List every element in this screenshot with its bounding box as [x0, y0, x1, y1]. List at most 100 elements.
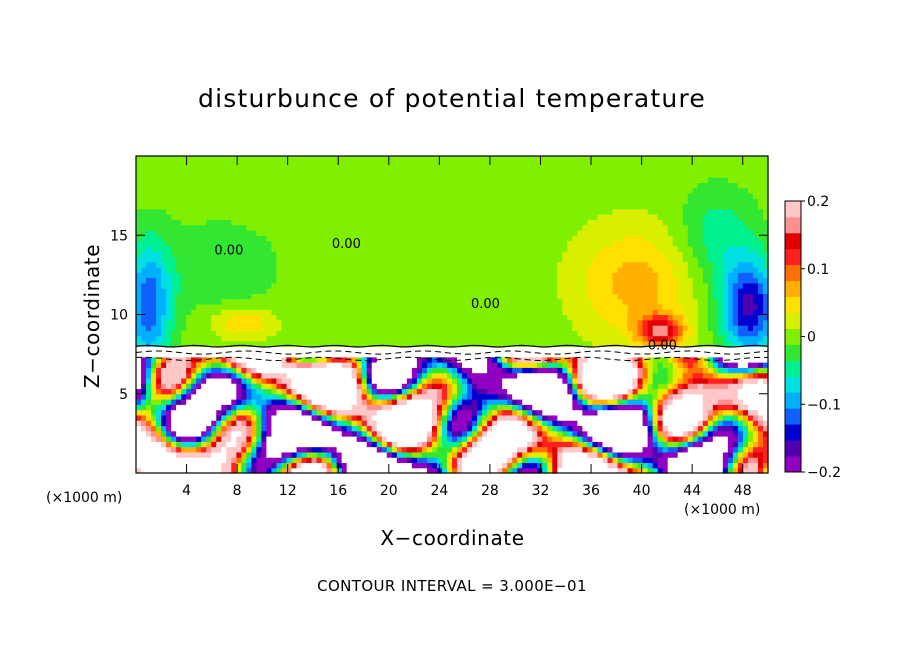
heatmap-cell: [421, 198, 428, 205]
heatmap-cell: [492, 266, 498, 273]
heatmap-cell: [236, 229, 242, 236]
heatmap-cell: [196, 367, 202, 374]
heatmap-cell: [431, 288, 438, 294]
heatmap-cell: [251, 240, 257, 247]
heatmap-cell: [507, 214, 513, 220]
heatmap-cell: [141, 303, 147, 310]
heatmap-cell: [391, 325, 398, 331]
heatmap-cell: [321, 430, 328, 437]
heatmap-cell: [281, 272, 288, 279]
heatmap-cell: [261, 467, 268, 474]
heatmap-cell: [421, 436, 428, 442]
heatmap-cell: [276, 272, 283, 279]
heatmap-cell: [176, 187, 182, 194]
heatmap-cell: [231, 171, 237, 178]
heatmap-cell: [271, 177, 278, 184]
heatmap-cell: [406, 462, 413, 469]
heatmap-cell: [396, 229, 403, 236]
heatmap-cell: [326, 457, 333, 464]
heatmap-cell: [161, 293, 167, 300]
heatmap-cell: [146, 219, 152, 226]
heatmap-cell: [186, 351, 192, 358]
heatmap-cell: [156, 425, 162, 432]
heatmap-cell: [512, 340, 518, 347]
heatmap-cell: [482, 409, 488, 416]
heatmap-cell: [226, 208, 232, 215]
heatmap-cell: [336, 430, 343, 437]
heatmap-cell: [176, 266, 182, 273]
heatmap-cell: [241, 288, 247, 294]
heatmap-cell: [351, 356, 358, 363]
heatmap-cell: [151, 182, 157, 189]
heatmap-cell: [497, 436, 503, 442]
heatmap-cell: [381, 177, 388, 184]
heatmap-cell: [316, 251, 323, 257]
heatmap-cell: [186, 425, 192, 432]
heatmap-cell: [291, 256, 298, 263]
heatmap-cell: [256, 425, 262, 432]
heatmap-cell: [326, 388, 333, 395]
heatmap-cell: [296, 451, 303, 458]
heatmap-cell: [321, 251, 328, 257]
heatmap-cell: [206, 282, 212, 289]
heatmap-cell: [386, 404, 393, 411]
heatmap-cell: [266, 166, 273, 173]
heatmap-cell: [266, 335, 273, 342]
heatmap-cell: [141, 266, 147, 273]
heatmap-cell: [341, 298, 348, 305]
heatmap-cell: [226, 388, 232, 395]
heatmap-cell: [457, 372, 463, 379]
heatmap-cell: [502, 430, 508, 437]
heatmap-cell: [517, 430, 523, 437]
heatmap-cell: [291, 314, 298, 321]
heatmap-cell: [542, 457, 548, 464]
heatmap-cell: [181, 229, 187, 236]
heatmap-cell: [191, 330, 197, 337]
heatmap-cell: [467, 266, 473, 273]
heatmap-cell: [376, 446, 383, 453]
heatmap-cell: [246, 208, 252, 215]
heatmap-cell: [281, 266, 288, 273]
heatmap-cell: [321, 441, 328, 448]
heatmap-cell: [211, 388, 217, 395]
heatmap-cell: [191, 156, 197, 162]
heatmap-cell: [477, 219, 483, 226]
heatmap-cell: [351, 325, 358, 331]
heatmap-cell: [386, 414, 393, 421]
heatmap-cell: [436, 224, 443, 231]
heatmap-cell: [171, 235, 177, 242]
heatmap-cell: [266, 356, 273, 363]
heatmap-cell: [381, 451, 388, 458]
heatmap-cell: [396, 335, 403, 342]
heatmap-cell: [446, 298, 453, 305]
heatmap-cell: [436, 282, 443, 289]
heatmap-cell: [226, 229, 232, 236]
heatmap-cell: [146, 346, 152, 353]
heatmap-cell: [472, 182, 478, 189]
heatmap-cell: [186, 309, 192, 316]
heatmap-cell: [547, 177, 553, 184]
heatmap-cell: [472, 446, 478, 453]
heatmap-cell: [296, 325, 303, 331]
heatmap-cell: [522, 309, 528, 316]
heatmap-cell: [462, 457, 468, 464]
heatmap-cell: [166, 224, 172, 231]
heatmap-cell: [426, 309, 433, 316]
heatmap-cell: [191, 293, 197, 300]
heatmap-cell: [231, 457, 237, 464]
heatmap-cell: [261, 198, 268, 205]
heatmap-cell: [281, 156, 288, 162]
heatmap-cell: [452, 203, 458, 210]
heatmap-cell: [452, 266, 458, 273]
heatmap-cell: [517, 298, 523, 305]
heatmap-cell: [266, 314, 273, 321]
heatmap-cell: [271, 192, 278, 199]
heatmap-cell: [406, 409, 413, 416]
heatmap-cell: [246, 166, 252, 173]
heatmap-cell: [441, 457, 448, 464]
heatmap-cell: [446, 156, 453, 162]
heatmap-cell: [136, 240, 142, 247]
heatmap-cell: [186, 393, 192, 400]
heatmap-cell: [161, 235, 167, 242]
heatmap-cell: [502, 367, 508, 374]
